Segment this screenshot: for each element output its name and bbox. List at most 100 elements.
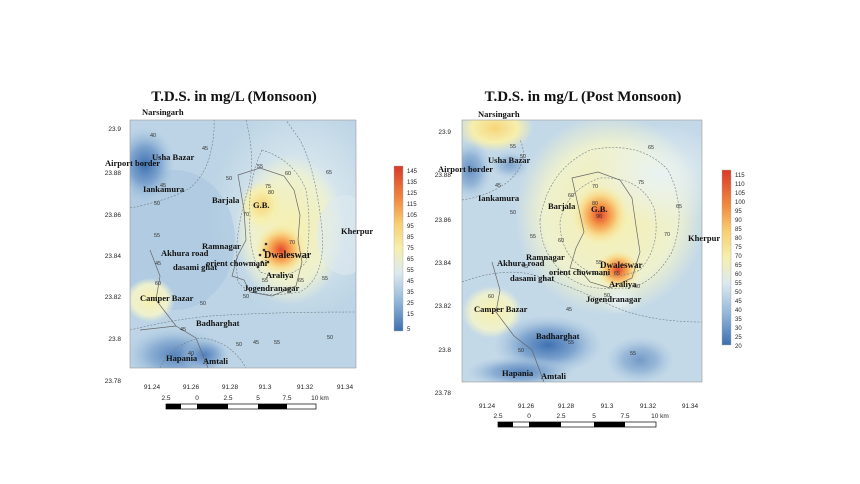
axis-tick-label: 91.3 bbox=[601, 403, 614, 410]
axis-tick-label: 2.5 bbox=[556, 413, 565, 420]
contour-label: 60 bbox=[285, 171, 291, 177]
axis-tick-label: 91.34 bbox=[682, 403, 699, 410]
map-title: T.D.S. in mg/L (Monsoon) bbox=[151, 89, 317, 105]
contour-label: 55 bbox=[322, 276, 328, 282]
legend-label: 60 bbox=[735, 272, 742, 278]
legend-label: 5 bbox=[407, 327, 411, 333]
axis-tick-label: 5 bbox=[256, 395, 260, 402]
axis-tick-label: 91.3 bbox=[259, 384, 272, 391]
legend-label: 85 bbox=[735, 227, 742, 233]
legend-label: 20 bbox=[735, 344, 742, 350]
axis-tick-label: 23.86 bbox=[435, 217, 452, 224]
contour-label: 60 bbox=[488, 294, 494, 300]
legend-label: 30 bbox=[735, 326, 742, 332]
axis-tick-label: 23.78 bbox=[105, 378, 122, 385]
place-label: Badharghat bbox=[196, 318, 240, 328]
contour-label: 50 bbox=[243, 294, 249, 300]
contour-label: 90 bbox=[596, 214, 602, 220]
axis-tick-label: 23.82 bbox=[105, 294, 122, 301]
legend-label: 15 bbox=[407, 312, 414, 318]
place-label: Airport border bbox=[438, 164, 493, 174]
place-label: dasami ghat bbox=[510, 273, 554, 283]
axis-tick-label: 23.84 bbox=[105, 253, 122, 260]
legend-label: 55 bbox=[735, 281, 742, 287]
axis-tick-label: 23.9 bbox=[108, 126, 121, 133]
place-label: Kherpur bbox=[688, 233, 720, 243]
contour-label: 80 bbox=[592, 201, 598, 207]
contour-label: 65 bbox=[648, 145, 654, 151]
contour-label: 50 bbox=[520, 154, 526, 160]
place-label: orient chowmani bbox=[549, 267, 611, 277]
legend-label: 45 bbox=[407, 279, 414, 285]
place-label: Araliya bbox=[266, 270, 294, 280]
place-label: dasami ghat bbox=[173, 262, 217, 272]
contour-label: 65 bbox=[676, 204, 682, 210]
place-labels: Narsingarh Airport border Usha Bazar Ian… bbox=[105, 107, 373, 366]
legend-label: 65 bbox=[735, 263, 742, 269]
axis-tick-label: 91.28 bbox=[222, 384, 239, 391]
contour-label: 45 bbox=[566, 307, 572, 313]
legend-label: 65 bbox=[407, 257, 414, 263]
place-label: Iankamura bbox=[478, 193, 520, 203]
contour-label: 45 bbox=[495, 183, 501, 189]
legend-label: 115 bbox=[407, 202, 417, 208]
axis-tick-label: 0 bbox=[527, 413, 531, 420]
legend-label: 135 bbox=[407, 180, 418, 186]
axis-tick-label: 2.5 bbox=[161, 395, 170, 402]
tds-surface bbox=[130, 120, 356, 368]
place-label: Dwaleswar bbox=[264, 250, 312, 261]
place-label: Amtali bbox=[203, 356, 229, 366]
contour-label: 55 bbox=[530, 234, 536, 240]
place-label: Iankamura bbox=[143, 184, 185, 194]
place-label: Barjala bbox=[548, 201, 576, 211]
axis-tick-label: 23.8 bbox=[438, 347, 451, 354]
legend-label: 45 bbox=[735, 299, 742, 305]
place-label: Usha Bazar bbox=[488, 155, 530, 165]
axis-tick-label: 23.86 bbox=[105, 212, 122, 219]
contour-label: 50 bbox=[518, 348, 524, 354]
contour-label: 75 bbox=[638, 180, 644, 186]
legend-label: 35 bbox=[407, 290, 414, 296]
contour-label: 55 bbox=[568, 340, 574, 346]
place-label: Akhura road bbox=[161, 248, 209, 258]
contour-label: 55 bbox=[154, 233, 160, 239]
axis-tick-label: 23.8 bbox=[108, 336, 121, 343]
legend-post-monsoon: 115 110 105 100 95 90 85 80 75 70 65 60 … bbox=[721, 169, 746, 350]
district-boundary bbox=[139, 167, 303, 369]
axis-tick-label: 91.32 bbox=[640, 403, 657, 410]
contour-label: 55 bbox=[596, 260, 602, 266]
legend-label: 95 bbox=[735, 209, 742, 215]
place-label: Amtali bbox=[541, 371, 567, 381]
contour-label: 45 bbox=[253, 340, 259, 346]
axis-tick-label: 23.82 bbox=[435, 303, 452, 310]
axis-tick-label: 23.84 bbox=[435, 260, 452, 267]
contour-label: 80 bbox=[268, 190, 274, 196]
contour-label: 65 bbox=[326, 170, 332, 176]
place-label: Hapania bbox=[502, 368, 534, 378]
contour-label: 70 bbox=[664, 232, 670, 238]
map-post-monsoon: T.D.S. in mg/L (Post Monsoon) bbox=[435, 89, 746, 428]
axis-tick-label: 91.34 bbox=[337, 384, 354, 391]
place-label: orient chowmani bbox=[206, 258, 268, 268]
legend-label: 145 bbox=[407, 169, 418, 175]
place-label: G.B. bbox=[591, 204, 608, 214]
scale-bar: 2.5 0 2.5 5 7.5 10 km bbox=[493, 413, 669, 428]
contour-label: 55 bbox=[630, 351, 636, 357]
contour-label: 70 bbox=[592, 184, 598, 190]
contour-label: 55 bbox=[510, 144, 516, 150]
place-label: Akhura road bbox=[497, 258, 545, 268]
contour-label: 50 bbox=[236, 342, 242, 348]
axis-tick-label: 91.24 bbox=[144, 384, 161, 391]
contour-label: 40 bbox=[188, 351, 194, 357]
legend-label: 25 bbox=[735, 335, 742, 341]
contour-label: 50 bbox=[327, 335, 333, 341]
legend-label: 35 bbox=[735, 317, 742, 323]
y-axis-ticks: 23.9 23.88 23.86 23.84 23.82 23.8 23.78 bbox=[105, 126, 122, 385]
contour-label: 65 bbox=[298, 278, 304, 284]
place-label: Barjala bbox=[212, 195, 240, 205]
map-frame bbox=[129, 119, 357, 369]
axis-tick-label: 10 km bbox=[651, 413, 669, 420]
axis-tick-label: 7.5 bbox=[620, 413, 629, 420]
axis-tick-label: 2.5 bbox=[223, 395, 232, 402]
contour-label: 55 bbox=[274, 340, 280, 346]
